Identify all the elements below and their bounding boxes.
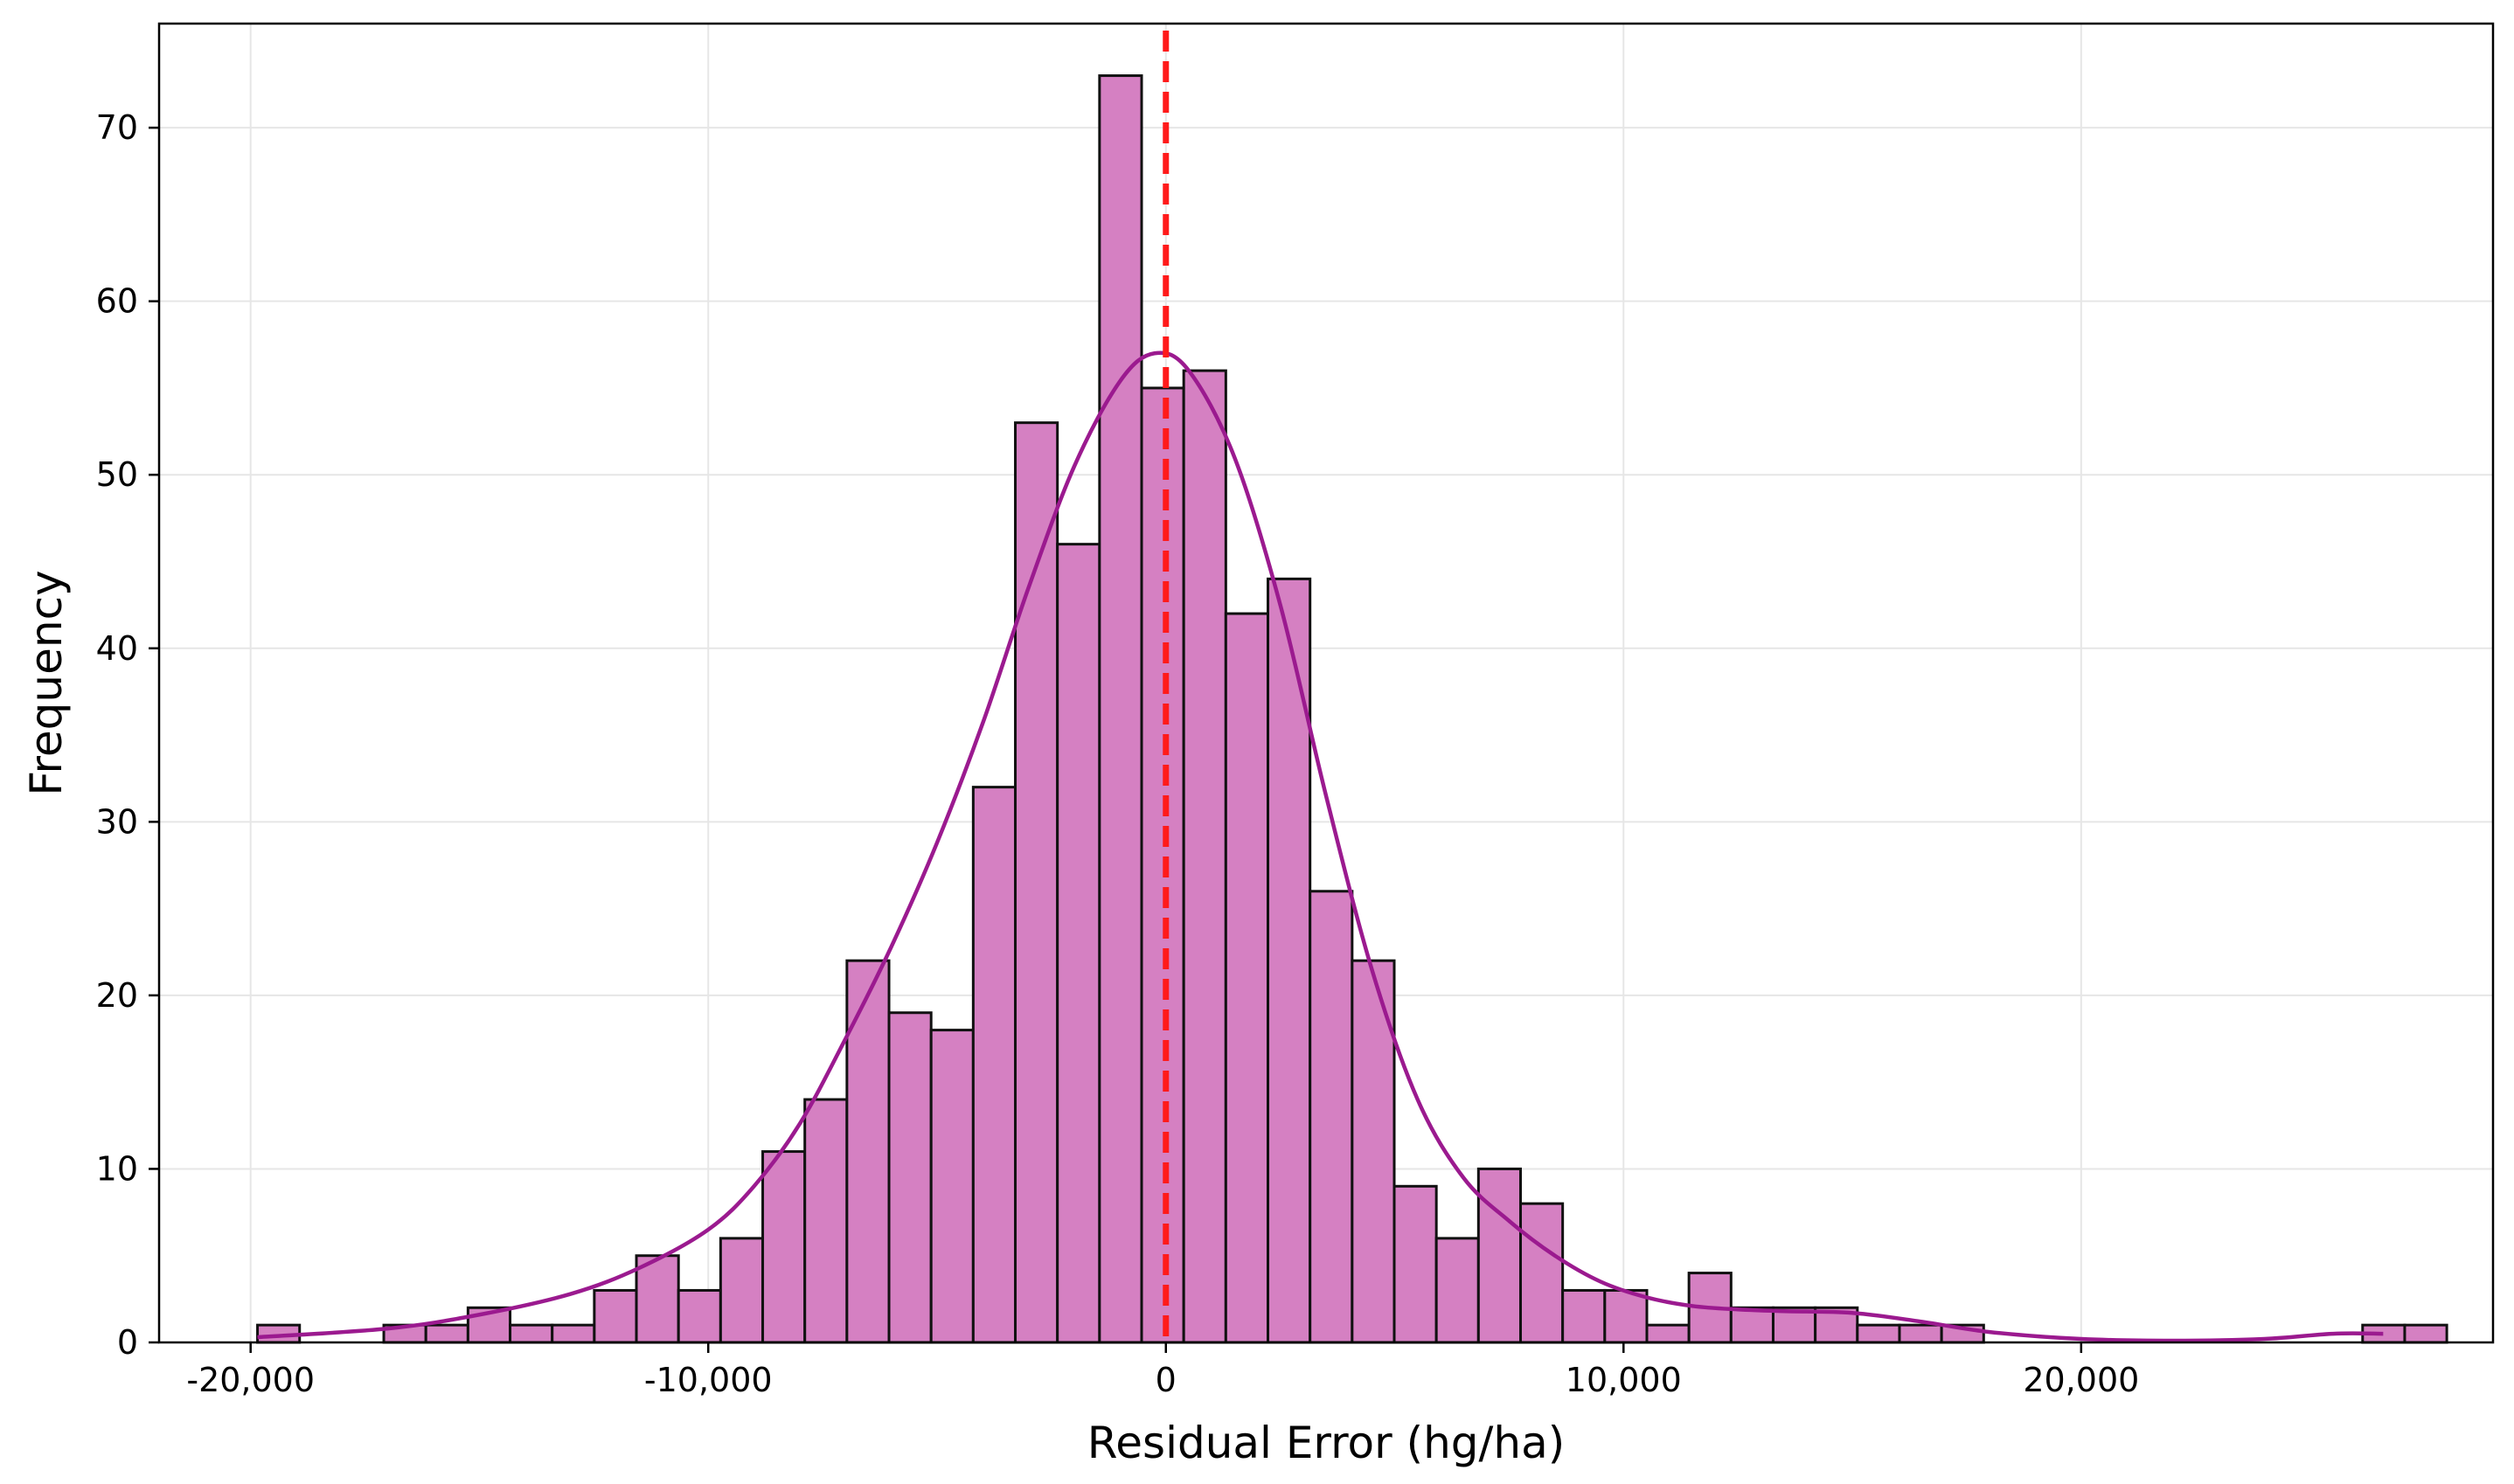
histogram-bar — [1098, 74, 1143, 1344]
histogram-bar — [1561, 1288, 1607, 1344]
x-axis-label: Residual Error (hg/ha) — [1087, 1418, 1565, 1468]
histogram-bar — [1729, 1306, 1774, 1344]
histogram-bar — [1392, 1184, 1438, 1344]
histogram-bar — [1519, 1202, 1565, 1344]
histogram-bar — [1856, 1323, 1901, 1344]
histogram-bar — [424, 1323, 469, 1344]
plot-frame — [157, 22, 2495, 1344]
histogram-bar — [551, 1323, 596, 1344]
kde-curve-group — [257, 350, 2384, 1343]
x-tick-label: -10,000 — [644, 1361, 773, 1399]
histogram-bar — [1140, 386, 1185, 1344]
histogram-bar — [1898, 1323, 1943, 1344]
histogram-bar — [845, 959, 891, 1344]
y-tick-label: 60 — [96, 282, 138, 321]
histogram-bar — [887, 1011, 933, 1344]
y-tick-label: 0 — [117, 1323, 138, 1362]
y-tick-label: 10 — [96, 1149, 138, 1188]
x-tick-label: -20,000 — [186, 1361, 315, 1399]
histogram-bar — [929, 1029, 975, 1344]
histogram-bar — [803, 1098, 849, 1344]
kde-curve — [257, 350, 2384, 1343]
histogram-bar — [1476, 1167, 1523, 1344]
y-tick-label: 50 — [96, 455, 138, 494]
y-axis-label: Frequency — [21, 570, 72, 795]
y-tick-label: 70 — [96, 108, 138, 147]
histogram-bar — [2403, 1323, 2448, 1344]
histogram-bar — [1645, 1323, 1691, 1344]
histogram-bar — [1014, 421, 1059, 1344]
histogram-bar — [1603, 1288, 1649, 1344]
x-tick-label: 20,000 — [2023, 1361, 2139, 1399]
histogram-bar — [971, 786, 1017, 1344]
histogram-bar — [677, 1288, 722, 1344]
histogram-bar — [635, 1254, 680, 1344]
histogram-bar — [509, 1323, 554, 1344]
histogram-bar — [1056, 543, 1101, 1344]
x-axis-ticks: -20,000 -10,000 0 10,000 20,000 — [186, 1342, 2139, 1399]
y-tick-label: 20 — [96, 976, 138, 1015]
y-axis-ticks: 0 10 20 30 40 50 60 70 — [96, 108, 159, 1362]
x-tick-label: 0 — [1156, 1361, 1177, 1399]
histogram-bar — [593, 1288, 638, 1344]
histogram-bar — [1434, 1237, 1480, 1344]
histogram-bars — [256, 74, 2448, 1344]
histogram-bar — [1182, 369, 1227, 1344]
histogram-bar — [719, 1237, 765, 1344]
histogram-bar — [1224, 612, 1270, 1344]
x-tick-label: 10,000 — [1566, 1361, 1682, 1399]
y-tick-label: 30 — [96, 802, 138, 841]
histogram-bar — [1309, 890, 1354, 1344]
y-tick-label: 40 — [96, 629, 138, 668]
histogram-bar — [761, 1150, 807, 1344]
